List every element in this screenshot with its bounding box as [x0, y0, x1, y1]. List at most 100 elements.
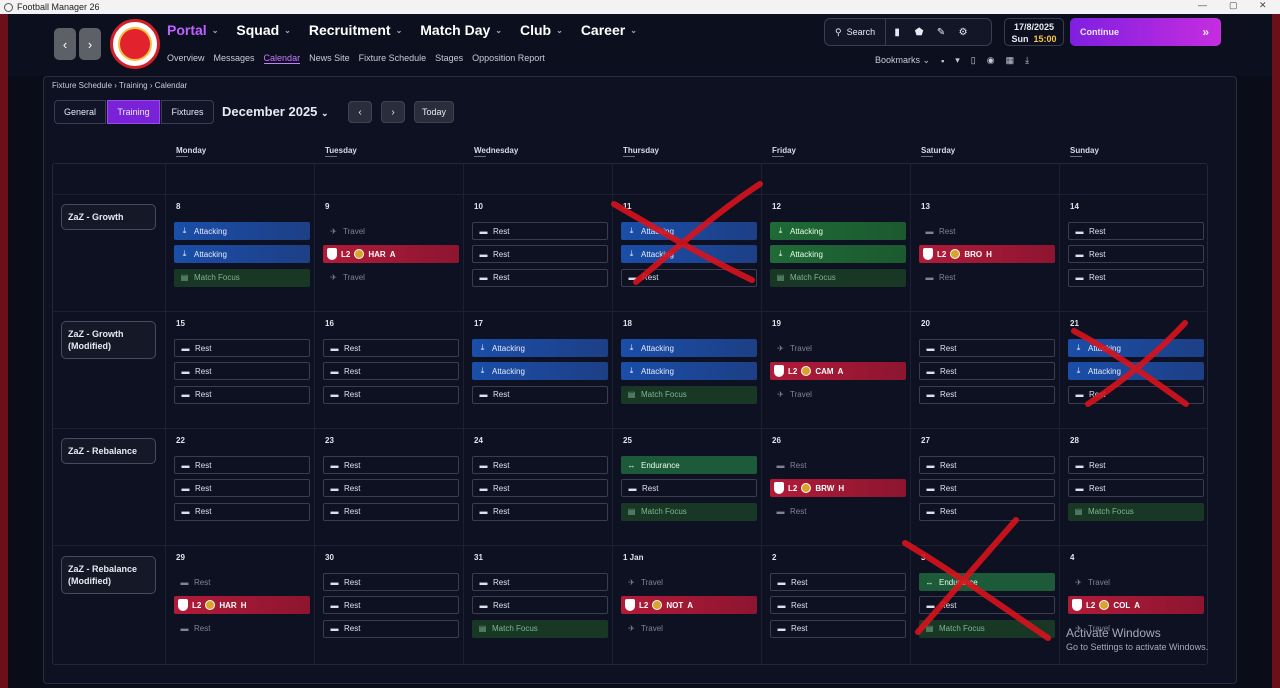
session-slot[interactable]: ▬ Rest — [323, 502, 459, 521]
tab-training[interactable]: Training — [107, 100, 160, 124]
session-slot[interactable]: ▬ Rest — [919, 596, 1055, 615]
session-slot[interactable]: ▬ Rest — [1068, 245, 1204, 264]
fixture-chip[interactable]: L2 HAR H — [174, 596, 310, 615]
session-slot[interactable]: ▬ Rest — [770, 619, 906, 638]
session-slot[interactable]: ▬ Rest — [323, 385, 459, 404]
session-slot[interactable]: ▬ Rest — [472, 385, 608, 404]
nav-squad[interactable]: Squad ⌄ — [236, 22, 290, 38]
session-slot[interactable]: ▬ Rest — [919, 479, 1055, 498]
session-slot[interactable]: ▤ Match Focus — [621, 502, 757, 521]
nav-match-day[interactable]: Match Day ⌄ — [420, 22, 502, 38]
session-slot[interactable]: ▬ Rest — [174, 479, 310, 498]
club-icon[interactable]: ⬟ — [914, 26, 924, 38]
session-slot[interactable]: ▬ Rest — [621, 268, 757, 287]
session-slot[interactable]: ▬ Rest — [323, 596, 459, 615]
session-slot[interactable]: ▬ Rest — [770, 503, 906, 521]
session-slot[interactable]: ▤ Match Focus — [770, 268, 906, 287]
session-slot[interactable]: ✈ Travel — [323, 222, 459, 240]
session-slot[interactable]: ✈ Travel — [323, 269, 459, 287]
session-slot[interactable]: ▬ Rest — [770, 456, 906, 474]
bookmark-icon[interactable]: ▮ — [894, 26, 900, 38]
close-icon[interactable]: ✕ — [1259, 0, 1267, 10]
session-slot[interactable]: ▬ Rest — [472, 479, 608, 498]
session-slot[interactable]: ▬ Rest — [472, 573, 608, 591]
session-slot[interactable]: ⤓ Attacking — [1068, 339, 1204, 357]
session-slot[interactable]: ✈ Travel — [770, 339, 906, 357]
session-slot[interactable]: ▬ Rest — [174, 456, 310, 474]
forward-button[interactable]: › — [79, 28, 101, 60]
session-slot[interactable]: ▬ Rest — [323, 339, 459, 357]
session-slot[interactable]: ▬ Rest — [472, 245, 608, 264]
session-slot[interactable]: ⤓ Attacking — [770, 245, 906, 264]
fixture-chip[interactable]: L2 BRO H — [919, 245, 1055, 264]
session-slot[interactable]: ⤓ Attacking — [770, 222, 906, 240]
session-slot[interactable]: ▤ Match Focus — [1068, 502, 1204, 521]
subnav-fixture-schedule[interactable]: Fixture Schedule — [358, 53, 427, 63]
session-slot[interactable]: ⤓ Attacking — [472, 339, 608, 357]
gear-icon[interactable]: ⚙ — [958, 26, 968, 38]
session-slot[interactable]: ⤓ Attacking — [1068, 362, 1204, 381]
session-slot[interactable]: ▬ Rest — [919, 222, 1055, 240]
subnav-news-site[interactable]: News Site — [309, 53, 350, 63]
bookmarks-dropdown[interactable]: Bookmarks ⌄ — [875, 55, 931, 65]
session-slot[interactable]: ▬ Rest — [919, 362, 1055, 381]
fixture-chip[interactable]: L2 NOT A — [621, 596, 757, 615]
maximize-icon[interactable]: ▢ — [1229, 0, 1238, 10]
session-slot[interactable]: ▤ Match Focus — [919, 619, 1055, 638]
session-slot[interactable]: ⤓ Attacking — [621, 339, 757, 357]
session-slot[interactable]: ✈ Travel — [621, 573, 757, 591]
session-slot[interactable]: ⤓ Attacking — [472, 362, 608, 381]
session-slot[interactable]: ⤓ Attacking — [174, 245, 310, 264]
session-slot[interactable]: ▬ Rest — [323, 479, 459, 498]
session-slot[interactable]: ▬ Rest — [919, 339, 1055, 357]
continue-button[interactable]: Continue » — [1070, 18, 1221, 46]
chat-icon[interactable]: ▪ — [941, 55, 945, 66]
session-slot[interactable]: ▬ Rest — [174, 339, 310, 357]
session-slot[interactable]: ↔ Endurance — [919, 573, 1055, 591]
session-slot[interactable]: ▤ Match Focus — [174, 268, 310, 287]
subnav-messages[interactable]: Messages — [213, 53, 255, 63]
session-slot[interactable]: ▬ Rest — [323, 619, 459, 638]
calendar-icon[interactable]: ▦ — [1005, 55, 1015, 65]
nav-recruitment[interactable]: Recruitment ⌄ — [309, 22, 402, 38]
tab-fixtures[interactable]: Fixtures — [161, 100, 214, 124]
session-slot[interactable]: ▬ Rest — [472, 502, 608, 521]
session-slot[interactable]: ▬ Rest — [472, 596, 608, 615]
back-button[interactable]: ‹ — [54, 28, 76, 60]
session-slot[interactable]: ✈ Travel — [1068, 573, 1204, 591]
week-plan-label[interactable]: ZaZ - Rebalance — [61, 438, 156, 464]
session-slot[interactable]: ▬ Rest — [770, 573, 906, 591]
session-slot[interactable]: ⤓ Attacking — [174, 222, 310, 240]
fixture-chip[interactable]: L2 COL A — [1068, 596, 1204, 615]
week-plan-label[interactable]: ZaZ - Rebalance (Modified) — [61, 556, 156, 594]
session-slot[interactable]: ▬ Rest — [1068, 222, 1204, 240]
session-slot[interactable]: ▬ Rest — [174, 502, 310, 521]
session-slot[interactable]: ▬ Rest — [472, 456, 608, 474]
minimize-icon[interactable]: — — [1198, 0, 1207, 10]
breadcrumb-item[interactable]: Fixture Schedule — [52, 81, 113, 90]
session-slot[interactable]: ▬ Rest — [1068, 479, 1204, 498]
subnav-calendar[interactable]: Calendar — [263, 53, 301, 64]
tab-general[interactable]: General — [54, 100, 106, 124]
session-slot[interactable]: ▤ Match Focus — [621, 385, 757, 404]
session-slot[interactable]: ✈ Travel — [621, 620, 757, 638]
report-icon[interactable]: ▯ — [970, 55, 976, 65]
download-icon[interactable]: ⤓ — [1025, 55, 1030, 65]
session-slot[interactable]: ▬ Rest — [770, 596, 906, 615]
session-slot[interactable]: ▬ Rest — [472, 268, 608, 287]
subnav-opposition-report[interactable]: Opposition Report — [472, 53, 545, 63]
session-slot[interactable]: ▬ Rest — [472, 222, 608, 240]
session-slot[interactable]: ▬ Rest — [1068, 456, 1204, 474]
session-slot[interactable]: ▬ Rest — [174, 385, 310, 404]
week-plan-label[interactable]: ZaZ - Growth — [61, 204, 156, 230]
breadcrumb-item[interactable]: Training — [119, 81, 148, 90]
session-slot[interactable]: ▬ Rest — [1068, 268, 1204, 287]
session-slot[interactable]: ✈ Travel — [770, 386, 906, 404]
session-slot[interactable]: ▬ Rest — [919, 385, 1055, 404]
session-slot[interactable]: ▤ Match Focus — [472, 619, 608, 638]
subnav-stages[interactable]: Stages — [435, 53, 464, 63]
session-slot[interactable]: ✈ Travel — [1068, 620, 1204, 638]
fixture-chip[interactable]: L2 CAM A — [770, 362, 906, 381]
prev-month-button[interactable]: ‹ — [348, 101, 372, 123]
search-button[interactable]: ⚲ Search — [825, 19, 887, 45]
